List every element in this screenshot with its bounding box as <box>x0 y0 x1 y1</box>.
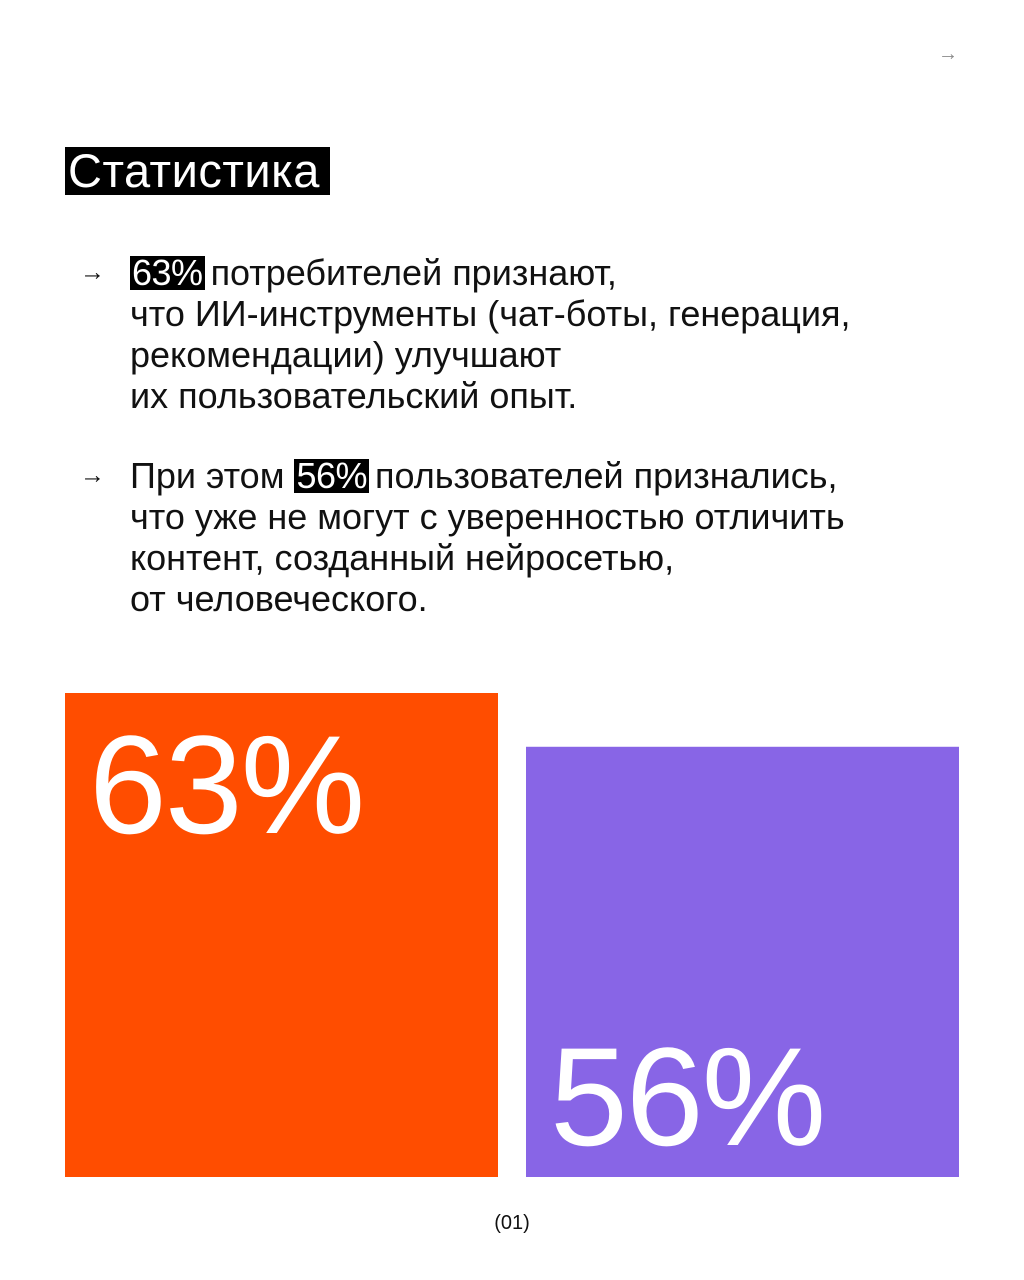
page-title: Статистика <box>65 147 330 195</box>
bullet-line: что уже не могут с уверенностью отличить <box>130 496 845 537</box>
arrow-right-icon: → <box>80 461 105 489</box>
bar-label-1: 63% <box>89 706 363 863</box>
bullet-text: 63% потребителей признают, что ИИ-инструм… <box>130 252 990 416</box>
bullet-line-rest: потребителей признают, <box>210 252 617 293</box>
bullet-line: контент, созданный нейросетью, <box>130 537 675 578</box>
bullet-line: их пользовательский опыт. <box>130 375 578 416</box>
bullet-lead: При этом <box>130 455 285 496</box>
bullet-line-rest: пользователей признались, <box>375 455 838 496</box>
page-number: (01) <box>494 1212 530 1234</box>
bullet-line: что ИИ-инструменты (чат-боты, генерация, <box>130 293 851 334</box>
bar-2 <box>526 746 959 1177</box>
arrow-right-icon: → <box>80 258 105 286</box>
bullet-line: 63% потребителей признают, <box>130 252 990 293</box>
bar-1 <box>65 693 498 1177</box>
bullet-text: При этом 56% пользователей признались, чт… <box>130 455 990 619</box>
bullet-line: рекомендации) улучшают <box>130 334 562 375</box>
bar-label-2: 56% <box>550 1018 824 1175</box>
bullet-line: от человеческого. <box>130 578 428 619</box>
highlight-stat: 56% <box>294 455 370 496</box>
next-arrow-icon[interactable]: → <box>938 43 958 65</box>
highlight-stat: 63% <box>130 252 205 293</box>
bullet-line: При этом 56% пользователей признались, <box>130 455 990 496</box>
